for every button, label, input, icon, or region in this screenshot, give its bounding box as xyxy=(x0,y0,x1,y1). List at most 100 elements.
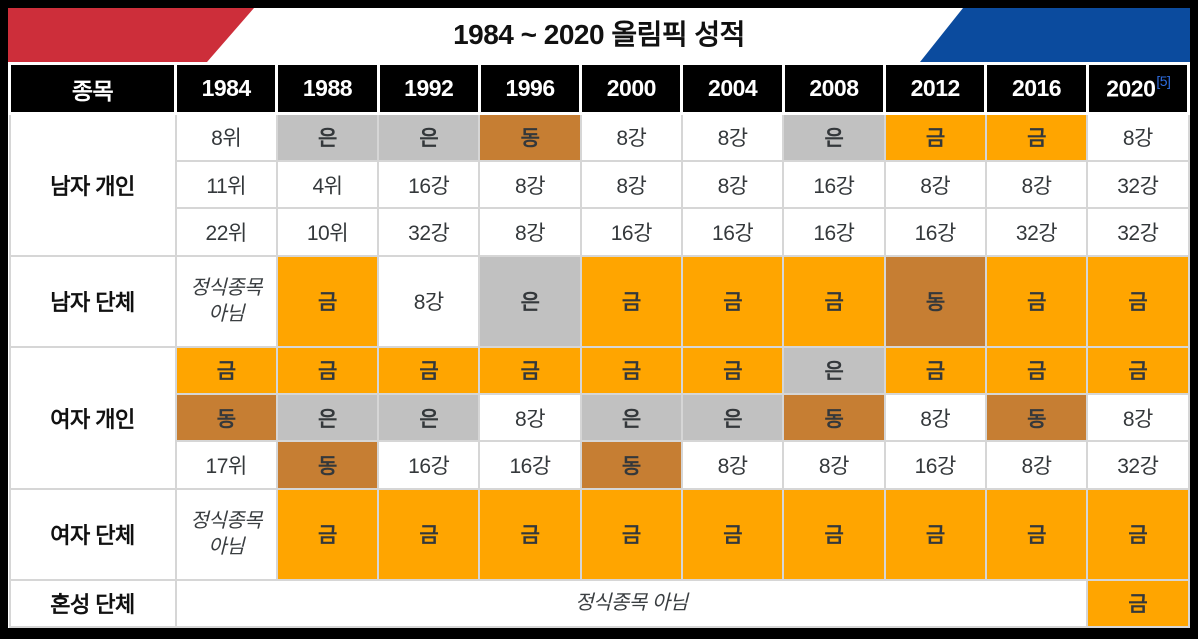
group-label-cell: 여자 개인 xyxy=(8,345,177,490)
result-cell: 금 xyxy=(984,112,1089,162)
table-row: 여자 개인 금 금 금 금 금 금 은 금 금 금 xyxy=(8,345,1190,490)
result-cell: 8강 xyxy=(984,159,1089,210)
result-cell: 정식종목 아님 xyxy=(174,578,1089,628)
result-cell: 8강 xyxy=(984,440,1089,490)
result-cell: 금 xyxy=(883,112,987,162)
year-header-label: 2012 xyxy=(910,75,961,101)
result-cell: 은 xyxy=(478,254,582,348)
result-cell: 동 xyxy=(478,112,582,162)
table-row: 혼성 단체 정식종목 아님 금 xyxy=(8,578,1190,628)
result-cell: 동 xyxy=(782,392,886,443)
result-cell: 금 xyxy=(377,345,481,395)
year-header-label: 2004 xyxy=(708,75,758,101)
result-cell: 금 xyxy=(275,487,380,581)
year-header-2000: 2000 xyxy=(579,62,684,115)
result-cell: 16강 xyxy=(680,207,785,257)
result-cell: 16강 xyxy=(579,207,683,257)
year-header-1992: 1992 xyxy=(376,62,481,115)
result-cell: 동 xyxy=(174,392,278,443)
result-cell: 금 xyxy=(1086,487,1190,581)
result-cell: 금 xyxy=(377,487,481,581)
result-cell: 8강 xyxy=(478,392,582,443)
result-cell: 동 xyxy=(984,392,1089,443)
result-cell: 8강 xyxy=(478,159,582,210)
result-cell: 동 xyxy=(275,440,380,490)
year-header-label: 2000 xyxy=(606,75,657,101)
table-row: 여자 단체 정식종목 아님 금 금 금 금 금 금 금 금 금 xyxy=(8,487,1190,581)
result-cell: 은 xyxy=(782,345,886,395)
result-cell: 금 xyxy=(174,345,278,395)
result-cell: 32강 xyxy=(377,207,481,257)
result-cell: 16강 xyxy=(377,159,481,210)
result-cell: 8강 xyxy=(680,440,785,490)
result-cell: 16강 xyxy=(883,440,987,490)
result-cell: 금 xyxy=(680,254,785,348)
red-banner-shape xyxy=(8,8,254,62)
year-header-label: 2016 xyxy=(1011,75,1062,101)
result-cell: 은 xyxy=(579,392,683,443)
result-cell: 동 xyxy=(883,254,987,348)
group-label-cell: 남자 단체 xyxy=(8,254,177,348)
page-title: 1984 ~ 2020 올림픽 성적 xyxy=(453,19,745,50)
year-header-2012: 2012 xyxy=(883,62,988,115)
result-cell: 17위 xyxy=(174,440,278,490)
result-cell: 금 xyxy=(1086,578,1190,628)
page-frame: 1984 ~ 2020 올림픽 성적 종목 1984 1988 1992 1996 20… xyxy=(8,8,1191,628)
result-cell: 금 xyxy=(579,345,683,395)
result-cell: 금 xyxy=(275,345,380,395)
footnote-link-5[interactable]: [5] xyxy=(1156,72,1171,89)
result-cell: 16강 xyxy=(478,440,582,490)
table-row: 동 은 은 8강 은 은 동 8강 동 8강 xyxy=(10,392,1190,443)
result-cell: 8강 xyxy=(579,112,683,162)
result-cell: 32강 xyxy=(984,207,1089,257)
result-cell: 은 xyxy=(377,112,481,162)
result-cell: 8강 xyxy=(1086,112,1190,162)
year-header-label: 2020 xyxy=(1106,75,1156,102)
result-cell: 11위 xyxy=(174,159,278,210)
title-banner: 1984 ~ 2020 올림픽 성적 xyxy=(8,8,1190,62)
result-cell: 8강 xyxy=(579,159,683,210)
year-header-label: 2008 xyxy=(809,75,859,101)
result-cell: 금 xyxy=(1086,254,1190,348)
result-cell: 16강 xyxy=(782,207,886,257)
result-cell: 금 xyxy=(883,345,987,395)
results-table: 종목 1984 1988 1992 1996 2000 2004 2008 2012 2016 2… xyxy=(8,62,1191,628)
result-cell: 8강 xyxy=(680,159,785,210)
table-body: 남자 개인 8위 은 은 동 8강 8강 은 금 금 8강 11위 4위 16강 8강 8강 8강 16강 8강 8강… xyxy=(8,112,1190,628)
result-cell: 금 xyxy=(1086,345,1190,395)
result-cell: 금 xyxy=(579,254,683,348)
result-cell: 8강 xyxy=(883,159,987,210)
result-cell: 금 xyxy=(782,487,886,581)
result-cell: 32강 xyxy=(1086,207,1190,257)
year-header-label: 1992 xyxy=(404,75,454,101)
year-header-label: 1988 xyxy=(302,75,353,101)
table-row: 11위 4위 16강 8강 8강 8강 16강 8강 8강 32강 xyxy=(10,159,1190,210)
result-cell: 4위 xyxy=(275,159,380,210)
blue-banner-shape xyxy=(920,8,1190,62)
result-cell: 8강 xyxy=(377,254,481,348)
result-cell: 동 xyxy=(579,440,683,490)
result-cell: 은 xyxy=(275,112,380,162)
year-header-label: 1984 xyxy=(201,75,252,101)
result-cell: 22위 xyxy=(174,207,278,257)
year-header-1988: 1988 xyxy=(275,62,380,115)
table-row: 남자 단체 정식종목 아님 금 8강 은 금 금 금 동 금 금 xyxy=(8,254,1190,348)
result-cell: 금 xyxy=(680,345,785,395)
table-header-row: 종목 1984 1988 1992 1996 2000 2004 2008 2012 2016 2… xyxy=(8,62,1191,115)
result-cell: 금 xyxy=(883,487,987,581)
year-header-2008: 2008 xyxy=(781,62,887,115)
group-label-cell: 혼성 단체 xyxy=(8,578,177,628)
year-header-1996: 1996 xyxy=(477,62,583,115)
result-cell: 금 xyxy=(478,345,582,395)
result-cell: 8강 xyxy=(1086,392,1190,443)
result-cell: 8강 xyxy=(883,392,987,443)
result-cell: 16강 xyxy=(782,159,886,210)
year-header-2004: 2004 xyxy=(680,62,785,115)
result-cell: 정식종목 아님 xyxy=(174,254,278,348)
group-label-cell: 여자 단체 xyxy=(8,487,177,581)
result-cell: 금 xyxy=(984,345,1089,395)
result-cell: 정식종목 아님 xyxy=(174,487,278,581)
table-row: 22위 10위 32강 8강 16강 16강 16강 16강 32강 32강 xyxy=(10,207,1190,257)
result-cell: 8위 xyxy=(174,112,278,162)
result-cell: 8강 xyxy=(478,207,582,257)
